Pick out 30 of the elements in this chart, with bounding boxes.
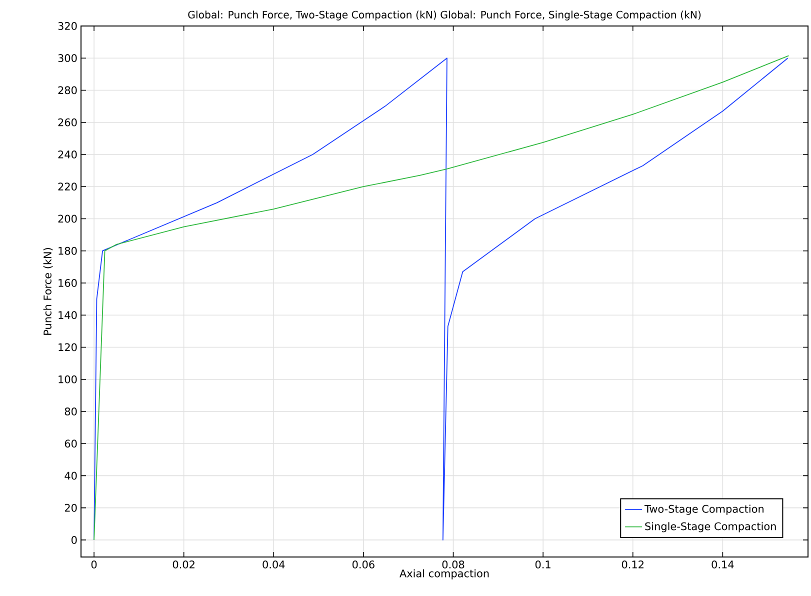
y-tick-label: 0 [72,536,77,544]
legend-label: Single-Stage Compaction [645,522,776,532]
chart-title: Global: Punch Force, Two-Stage Compaction (kN) Global: Punch Force, Single-Stage Compaction (kN) [188,10,701,20]
y-tick-label: 40 [64,472,77,480]
y-tick-label: 100 [58,375,77,384]
y-tick-label: 280 [58,86,77,94]
y-tick-label: 220 [58,182,77,191]
y-tick-label: 20 [64,504,77,512]
x-tick-label: 0.04 [262,560,285,568]
y-tick-label: 80 [64,408,77,416]
x-tick-label: 0.08 [442,560,464,568]
y-tick-label: 240 [58,150,77,158]
y-axis-title: Punch Force (kN) [43,248,53,335]
y-tick-label: 60 [64,440,77,448]
y-tick-label: 200 [58,214,77,223]
x-tick-label: 0.02 [172,560,194,568]
y-tick-label: 180 [58,246,77,255]
x-tick-label: 0.12 [622,560,644,568]
x-tick-label: 0.1 [535,560,550,568]
x-tick-label: 0 [91,560,97,568]
y-tick-label: 160 [58,279,77,287]
y-tick-label: 120 [58,343,77,352]
y-tick-label: 300 [58,54,77,62]
x-axis-title: Axial compaction [400,569,489,580]
x-tick-label: 0.06 [352,560,374,568]
y-tick-label: 320 [58,22,77,30]
legend-label: Two-Stage Compaction [644,504,764,515]
y-tick-label: 260 [58,118,77,126]
x-tick-label: 0.14 [712,560,734,568]
y-tick-label: 140 [58,311,77,320]
